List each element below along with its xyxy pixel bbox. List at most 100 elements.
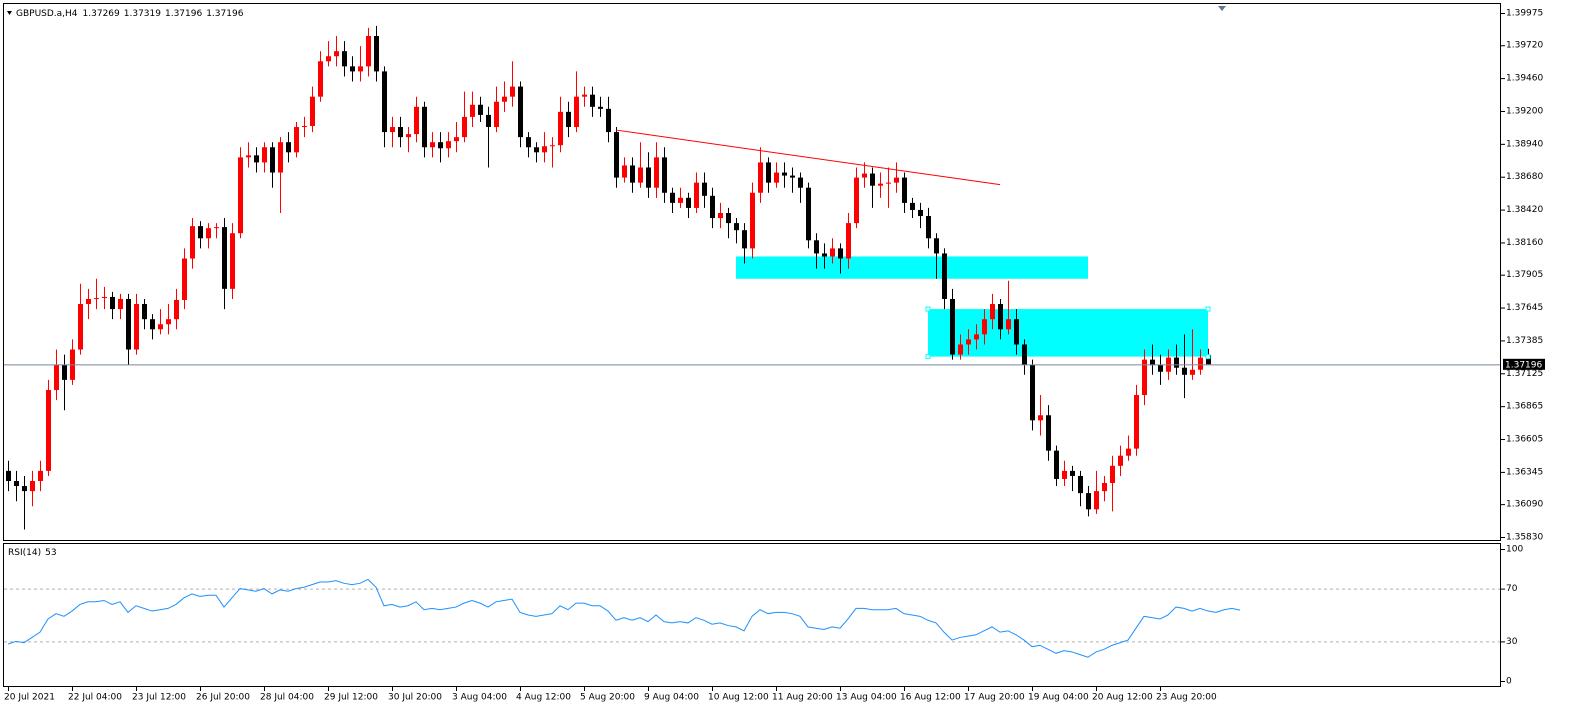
candle-body <box>678 197 683 203</box>
candle-body <box>126 298 131 350</box>
candle-body <box>214 227 219 229</box>
candle-body <box>134 304 139 350</box>
candle-body <box>1006 319 1011 330</box>
candle-body <box>1110 465 1115 484</box>
candle-body <box>1038 415 1043 421</box>
x-tick-label: 9 Aug 04:00 <box>644 693 699 703</box>
candle-body <box>918 209 923 217</box>
y-tick-label: 1.36090 <box>1506 500 1543 510</box>
candle-body <box>414 106 419 135</box>
x-tick-label: 13 Aug 04:00 <box>836 693 897 703</box>
candle-body <box>734 223 739 231</box>
y-tick-label: 1.37905 <box>1506 270 1543 280</box>
candle-body <box>262 147 267 163</box>
chart-shift-marker <box>1218 6 1226 11</box>
candle-body <box>822 253 827 257</box>
candle-body <box>318 61 323 97</box>
y-tick-label: 1.37125 <box>1506 369 1543 379</box>
candle-body <box>726 212 731 224</box>
x-tick-label: 5 Aug 20:00 <box>580 693 635 703</box>
candle-body <box>1174 357 1179 368</box>
last-open: 1.37269 <box>83 9 120 19</box>
candle-body <box>630 165 635 183</box>
candle-body <box>102 296 107 299</box>
y-tick-label: 1.39975 <box>1506 9 1543 19</box>
last-low: 1.37196 <box>165 9 202 19</box>
y-tick-label: 30 <box>1506 637 1518 647</box>
candle-body <box>438 142 443 149</box>
candle-body <box>566 111 571 128</box>
candle-body <box>518 86 523 138</box>
candle-body <box>1198 357 1203 370</box>
x-tick-label: 23 Jul 12:00 <box>132 693 186 703</box>
y-tick-label: 1.38940 <box>1506 139 1543 149</box>
x-tick-label: 26 Jul 20:00 <box>196 693 250 703</box>
rsi-last: 53 <box>45 548 56 558</box>
candle-body <box>1086 493 1091 510</box>
candle-body <box>462 116 467 138</box>
candle-body <box>278 142 283 173</box>
candle-body <box>510 86 515 97</box>
candle-body <box>398 127 403 138</box>
candle-body <box>1134 395 1139 449</box>
candle-body <box>830 248 835 257</box>
candle-body <box>270 147 275 173</box>
candle-body <box>118 298 123 310</box>
candle-body <box>478 104 483 115</box>
candle-body <box>750 192 755 249</box>
candle-body <box>910 202 915 210</box>
y-tick-label: 1.37645 <box>1506 303 1543 313</box>
candle-body <box>1150 359 1155 365</box>
candle-body <box>78 304 83 350</box>
candle-body <box>1054 450 1059 479</box>
candle-body <box>838 248 843 259</box>
x-tick-label: 4 Aug 12:00 <box>516 693 571 703</box>
symbol: GBPUSD.a,H4 <box>16 9 78 19</box>
candle-body <box>878 183 883 186</box>
candle-body <box>670 192 675 203</box>
candle-body <box>1070 470 1075 476</box>
x-tick-label: 23 Aug 20:00 <box>1156 693 1217 703</box>
indicator-line <box>7 578 1241 658</box>
candle-body <box>790 175 795 178</box>
selection-handle <box>925 306 931 312</box>
candle-body <box>934 238 939 254</box>
x-tick-label: 17 Aug 20:00 <box>964 693 1025 703</box>
x-tick-label: 22 Jul 04:00 <box>68 693 122 703</box>
candle-body <box>646 167 651 188</box>
y-tick-label: 1.36345 <box>1506 467 1543 477</box>
candle-body <box>758 162 763 193</box>
candle-body <box>1046 415 1051 451</box>
candle-body <box>54 364 59 390</box>
candle-body <box>374 36 379 72</box>
candle-body <box>694 182 699 208</box>
zone-rectangle <box>928 309 1208 357</box>
candle-body <box>406 134 411 138</box>
last-close: 1.37196 <box>206 9 243 19</box>
candle-body <box>230 233 235 289</box>
candle-body <box>606 108 611 133</box>
candle-body <box>326 56 331 62</box>
candle-body <box>302 126 307 128</box>
candle-body <box>622 165 627 178</box>
main-layer <box>4 25 1501 658</box>
candle-body <box>1182 367 1187 375</box>
last-price-tag <box>1503 358 1545 370</box>
candle-body <box>782 172 787 176</box>
candle-body <box>590 94 595 107</box>
candle-body <box>926 216 931 239</box>
candle-body <box>614 132 619 178</box>
candle-body <box>742 230 747 249</box>
candle-body <box>390 127 395 133</box>
candle-body <box>358 66 363 72</box>
candle-body <box>662 157 667 193</box>
candle-body <box>558 111 563 146</box>
x-tick-label: 11 Aug 20:00 <box>772 693 833 703</box>
x-tick-label: 30 Jul 20:00 <box>388 693 442 703</box>
candle-body <box>62 364 67 380</box>
candle-body <box>598 106 603 109</box>
candle-body <box>1158 364 1163 372</box>
candle-body <box>710 195 715 219</box>
candle-body <box>550 145 555 147</box>
